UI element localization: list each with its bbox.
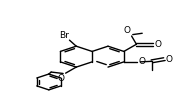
Text: O: O <box>58 74 64 83</box>
Text: Br: Br <box>59 31 69 40</box>
Text: O: O <box>139 57 146 66</box>
Text: O: O <box>166 55 173 64</box>
Text: O: O <box>154 40 161 49</box>
Text: O: O <box>124 26 131 35</box>
